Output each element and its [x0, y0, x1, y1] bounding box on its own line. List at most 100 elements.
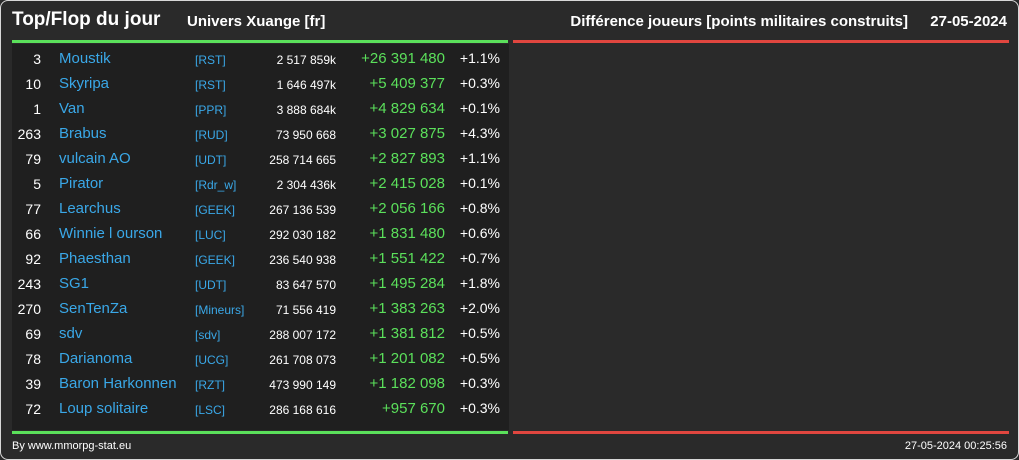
player-rank: 3 — [33, 51, 41, 67]
player-name-link[interactable]: SenTenZa — [59, 300, 128, 317]
player-name-link[interactable]: vulcain AO — [59, 150, 131, 167]
alliance-link[interactable]: [Mineurs] — [195, 303, 245, 317]
player-name-link[interactable]: Pirator — [59, 175, 104, 192]
player-name-link[interactable]: SG1 — [59, 275, 90, 292]
table-row: 10 Skyripa [RST] 1 646 497k +5 409 377 +0.3% — [12, 73, 509, 98]
player-rank: 243 — [17, 276, 41, 292]
player-rank: 79 — [25, 151, 41, 167]
percent-change: +4.3% — [459, 125, 500, 141]
player-total-points: 236 540 938 — [269, 253, 336, 267]
player-total-points: 267 136 539 — [269, 203, 336, 217]
percent-change: +0.3% — [459, 375, 500, 391]
alliance-link[interactable]: [UCG] — [195, 353, 229, 367]
alliance-link[interactable]: [LSC] — [195, 403, 226, 417]
player-rank: 92 — [25, 251, 41, 267]
player-name-link[interactable]: Loup solitaire — [59, 400, 149, 417]
player-total-points: 3 888 684k — [276, 103, 336, 117]
page-title: Top/Flop du jour — [12, 9, 161, 30]
player-name-link[interactable]: Skyripa — [59, 75, 110, 92]
bottom-divider-gain — [12, 431, 508, 434]
percent-change: +0.1% — [459, 100, 500, 116]
percent-change: +0.6% — [459, 225, 500, 241]
percent-change: +0.8% — [459, 200, 500, 216]
percent-change: +0.3% — [459, 75, 500, 91]
player-name-link[interactable]: Phaesthan — [59, 250, 131, 267]
player-total-points: 258 714 665 — [269, 153, 336, 167]
alliance-link[interactable]: [GEEK] — [195, 253, 236, 267]
player-rank: 10 — [25, 76, 41, 92]
points-difference: +2 827 893 — [369, 150, 446, 167]
alliance-link[interactable]: [PPR] — [195, 103, 227, 117]
player-total-points: 2 304 436k — [276, 178, 336, 192]
alliance-link[interactable]: [RST] — [195, 78, 226, 92]
source-credit: By www.mmorpg-stat.eu — [12, 440, 132, 452]
player-total-points: 292 030 182 — [269, 228, 336, 242]
percent-change: +0.7% — [459, 250, 500, 266]
alliance-link[interactable]: [RST] — [195, 53, 226, 67]
percent-change: +1.1% — [459, 150, 500, 166]
percent-change: +1.1% — [459, 50, 500, 66]
points-difference: +1 381 812 — [369, 325, 446, 342]
points-difference: +26 391 480 — [361, 50, 445, 67]
alliance-link[interactable]: [sdv] — [195, 328, 221, 342]
points-difference: +1 201 082 — [369, 350, 446, 367]
alliance-link[interactable]: [LUC] — [195, 228, 226, 242]
player-rank: 77 — [25, 201, 41, 217]
alliance-link[interactable]: [RUD] — [195, 128, 228, 142]
top-divider-loss — [513, 40, 1009, 43]
player-rank: 72 — [25, 401, 41, 417]
player-rank: 1 — [33, 101, 41, 117]
player-rank: 5 — [33, 176, 41, 192]
universe-label: Univers Xuange [fr] — [187, 13, 326, 30]
player-total-points: 83 647 570 — [275, 278, 336, 292]
player-total-points: 261 708 073 — [269, 353, 336, 367]
player-name-link[interactable]: Moustik — [59, 50, 111, 67]
player-name-link[interactable]: sdv — [59, 325, 83, 342]
alliance-link[interactable]: [UDT] — [195, 153, 227, 167]
table-row: 3 Moustik [RST] 2 517 859k +26 391 480 +1.1% — [12, 48, 509, 73]
alliance-link[interactable]: [RZT] — [195, 378, 225, 392]
points-difference: +1 551 422 — [369, 250, 446, 267]
metric-label: Différence joueurs [points militaires co… — [570, 13, 908, 30]
player-total-points: 73 950 668 — [275, 128, 336, 142]
flop-players-panel — [513, 44, 1009, 430]
table-row: 5 Pirator [Rdr_w] 2 304 436k +2 415 028 +0.1% — [12, 173, 509, 198]
generated-timestamp: 27-05-2024 00:25:56 — [904, 440, 1007, 452]
table-row: 1 Van [PPR] 3 888 684k +4 829 634 +0.1% — [12, 98, 509, 123]
points-difference: +1 495 284 — [369, 275, 446, 292]
table-row: 92 Phaesthan [GEEK] 236 540 938 +1 551 422 +0… — [12, 248, 509, 273]
table-row: 77 Learchus [GEEK] 267 136 539 +2 056 166 +0.… — [12, 198, 509, 223]
points-difference: +2 056 166 — [369, 200, 446, 217]
percent-change: +0.3% — [459, 400, 500, 416]
player-total-points: 71 556 419 — [275, 303, 336, 317]
player-name-link[interactable]: Baron Harkonnen — [59, 375, 177, 392]
percent-change: +0.1% — [459, 175, 500, 191]
table-row: 72 Loup solitaire [LSC] 286 168 616 +957 670… — [12, 398, 509, 423]
bottom-divider-loss — [513, 431, 1009, 434]
alliance-link[interactable]: [Rdr_w] — [195, 178, 237, 192]
player-total-points: 473 990 149 — [269, 378, 336, 392]
player-rank: 66 — [25, 226, 41, 242]
table-row: 69 sdv [sdv] 288 007 172 +1 381 812 +0.5% — [12, 323, 509, 348]
date-label: 27-05-2024 — [930, 13, 1007, 30]
table-row: 39 Baron Harkonnen [RZT] 473 990 149 +1 182 … — [12, 373, 509, 398]
player-rank: 69 — [25, 326, 41, 342]
table-row: 263 Brabus [RUD] 73 950 668 +3 027 875 +4.3% — [12, 123, 509, 148]
player-name-link[interactable]: Darianoma — [59, 350, 133, 367]
alliance-link[interactable]: [UDT] — [195, 278, 227, 292]
points-difference: +4 829 634 — [369, 100, 446, 117]
top-divider-gain — [12, 40, 508, 43]
table-row: 78 Darianoma [UCG] 261 708 073 +1 201 082 +0.… — [12, 348, 509, 373]
player-name-link[interactable]: Van — [59, 100, 85, 117]
player-rank: 270 — [17, 301, 41, 317]
player-name-link[interactable]: Learchus — [59, 200, 121, 217]
table-row: 243 SG1 [UDT] 83 647 570 +1 495 284 +1.8% — [12, 273, 509, 298]
points-difference: +2 415 028 — [369, 175, 446, 192]
player-name-link[interactable]: Winnie l ourson — [59, 225, 163, 242]
points-difference: +957 670 — [382, 400, 445, 417]
player-rank: 78 — [25, 351, 41, 367]
alliance-link[interactable]: [GEEK] — [195, 203, 236, 217]
player-name-link[interactable]: Brabus — [59, 125, 107, 142]
table-row: 66 Winnie l ourson [LUC] 292 030 182 +1 831 … — [12, 223, 509, 248]
